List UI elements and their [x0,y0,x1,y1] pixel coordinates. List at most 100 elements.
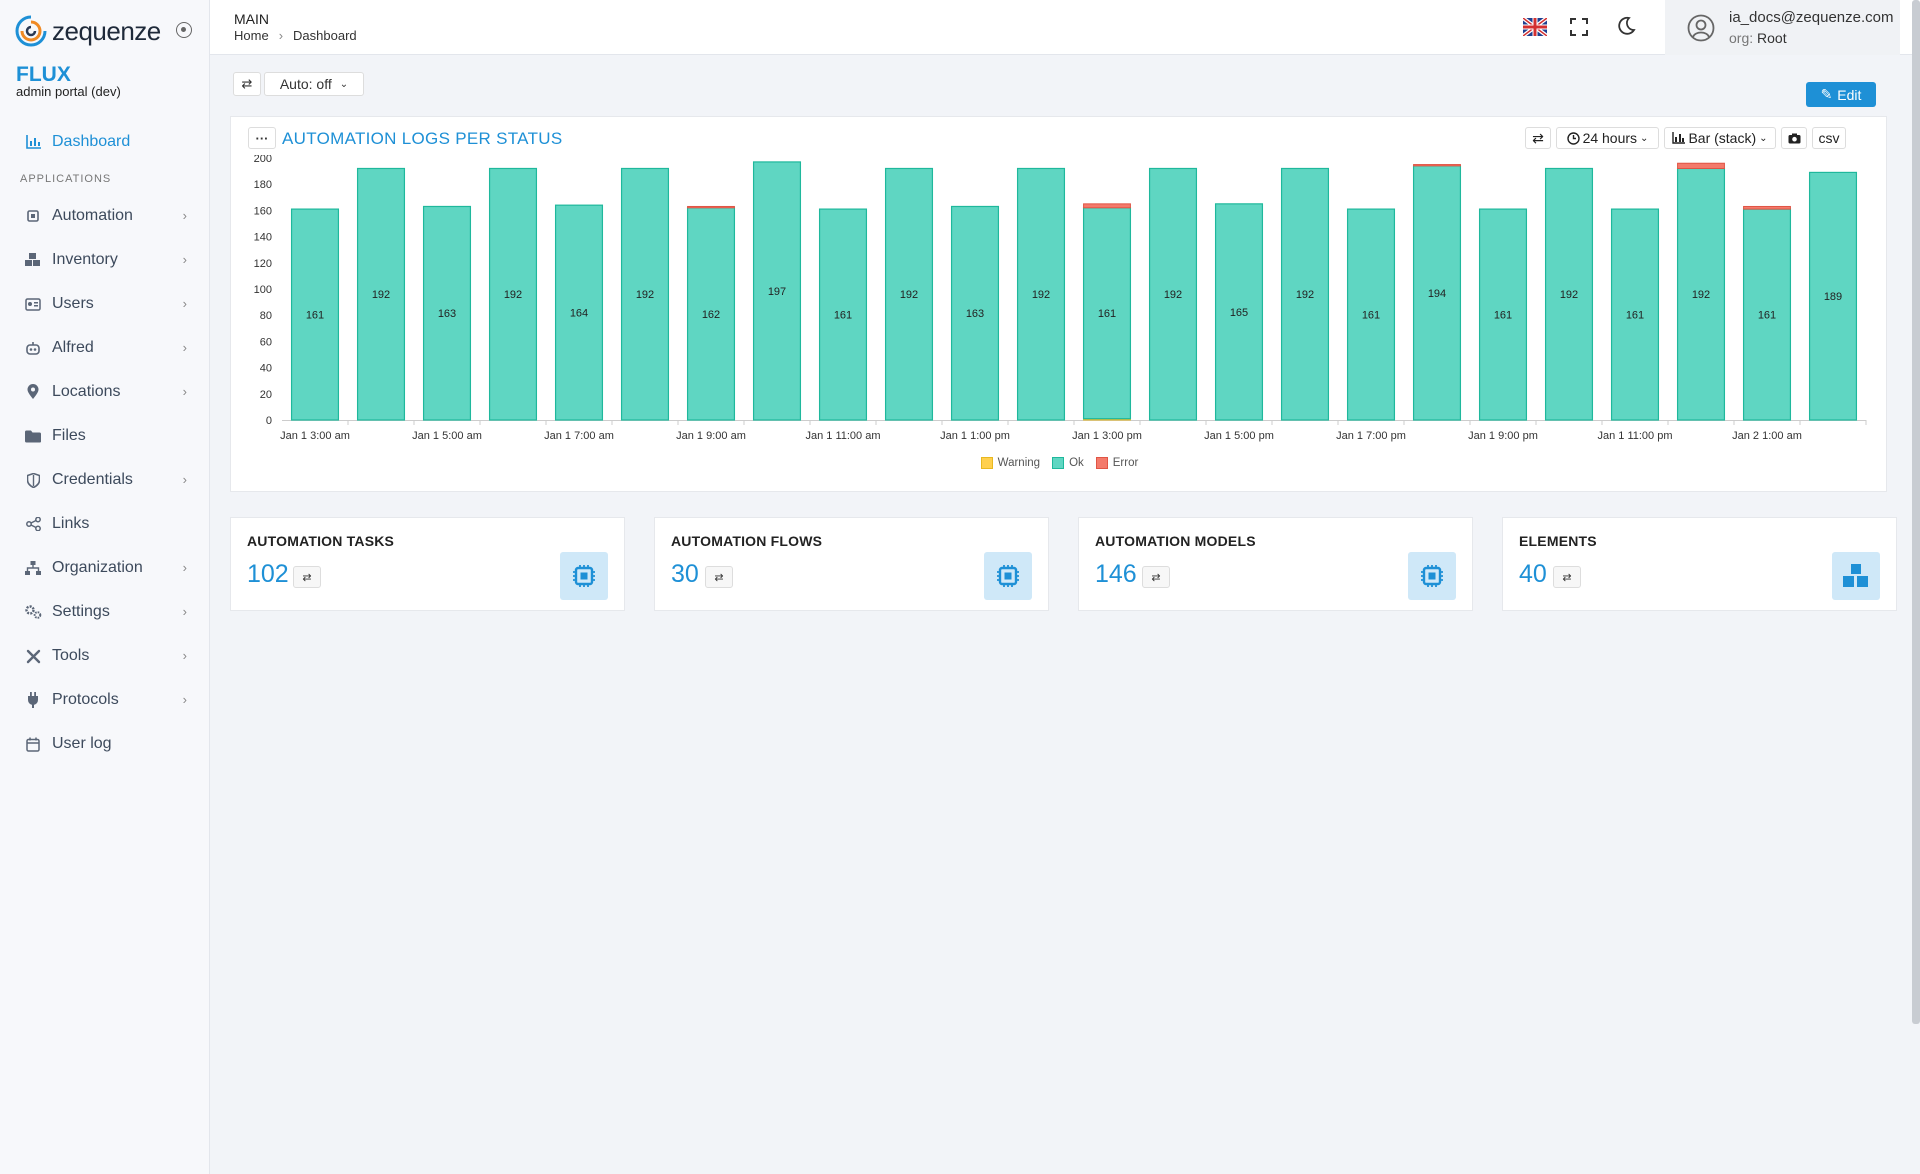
x-tick-label: Jan 1 11:00 pm [1597,430,1672,442]
refresh-icon: ⇄ [1532,129,1544,146]
sidebar-item-tools[interactable]: Tools › [0,634,209,678]
bar-ok [1742,208,1792,421]
legend-label: Warning [997,457,1041,469]
card-title: AUTOMATION FLOWS [671,533,823,549]
bar-ok [488,167,538,421]
page-scrollbar[interactable] [1912,0,1920,1024]
card-refresh-button[interactable]: ⇄ [293,566,321,588]
chart-type-label: Bar (stack) [1688,130,1757,146]
card-value: 30 [671,560,699,588]
bar-ok [1016,167,1066,421]
sidebar: zequenze FLUX admin portal (dev) Dashboa… [0,0,210,1174]
legend-item-warning[interactable]: Warning [980,457,1041,469]
user-menu[interactable]: ia_docs@zequenze.com org: Root [1665,0,1900,55]
sidebar-item-links[interactable]: Links [0,502,209,546]
bar-chart: 0 20 40 60 80 100 120 140 160 180 200 161 192 163 192 1… [254,155,1867,442]
bar-value-label: 192 [1296,289,1314,301]
bar-ok [1610,208,1660,421]
bar-value-label: 163 [438,308,456,320]
x-tick-label: Jan 1 5:00 pm [1204,430,1274,442]
panel-title: AUTOMATION LOGS PER STATUS [282,129,563,148]
bar-ok [884,167,934,421]
calendar-icon [24,735,42,753]
sidebar-item-protocols[interactable]: Protocols › [0,678,209,722]
sidebar-item-alfred[interactable]: Alfred › [0,326,209,370]
sidebar-item-dashboard[interactable]: Dashboard [0,120,209,164]
sidebar-item-users[interactable]: Users › [0,282,209,326]
sidebar-item-credentials[interactable]: Credentials › [0,458,209,502]
sidebar-item-label: Automation [52,207,133,224]
bar-ok [1082,207,1132,420]
uk-flag-icon[interactable] [1523,18,1547,36]
y-tick-label: 20 [260,389,272,401]
sidebar-item-user-log[interactable]: User log [0,722,209,766]
refresh-icon: ⇄ [1151,571,1161,584]
fullscreen-icon[interactable] [1570,18,1588,36]
chevron-right-icon: › [182,340,187,355]
panel-menu-button[interactable]: ··· [248,127,276,149]
breadcrumb: Home › Dashboard [234,28,357,43]
x-tick-label: Jan 1 9:00 am [676,430,746,442]
bar-error [1743,205,1791,210]
chart-refresh-button[interactable]: ⇄ [1525,127,1551,149]
bar-value-label: 192 [372,289,390,301]
bar-value-label: 165 [1230,307,1248,319]
bar-value-label: 192 [1032,289,1050,301]
edit-button[interactable]: ✎ Edit [1806,82,1876,107]
bar-value-label: 161 [1362,310,1380,322]
legend-item-error[interactable]: Error [1095,457,1138,469]
chart-bar-icon [1672,132,1686,144]
chart-type-dropdown[interactable]: Bar (stack) ⌄ [1664,127,1776,149]
moon-icon[interactable] [1616,16,1636,36]
sidebar-item-label: User log [52,735,112,752]
sidebar-item-settings[interactable]: Settings › [0,590,209,634]
card-value: 146 [1095,560,1137,588]
refresh-icon: ⇄ [302,571,312,584]
dashboard-refresh-button[interactable]: ⇄ [233,72,261,96]
sidebar-item-inventory[interactable]: Inventory › [0,238,209,282]
boxes-icon [24,251,42,269]
legend-item-ok[interactable]: Ok [1052,457,1084,469]
bar-value-label: 161 [1758,310,1776,322]
sidebar-item-label: Tools [52,647,90,664]
bar-value-label: 192 [1164,289,1182,301]
sidebar-item-organization[interactable]: Organization › [0,546,209,590]
logo[interactable]: zequenze [14,14,161,48]
auto-refresh-dropdown[interactable]: Auto: off ⌄ [264,72,364,96]
legend-swatch [1095,457,1108,469]
bar-ok [686,207,736,421]
card-title: AUTOMATION TASKS [247,533,395,549]
bar-value-label: 192 [504,289,522,301]
chevron-right-icon: › [182,208,187,223]
map-pin-icon [24,383,42,401]
sidebar-item-files[interactable]: Files [0,414,209,458]
card-refresh-button[interactable]: ⇄ [705,566,733,588]
card-title: ELEMENTS [1519,533,1597,549]
card-refresh-button[interactable]: ⇄ [1553,566,1581,588]
bar-ok [554,204,604,421]
chart-panel: ··· AUTOMATION LOGS PER STATUS ⇄ 24 hour… [230,116,1887,492]
time-range-dropdown[interactable]: 24 hours ⌄ [1556,127,1659,149]
sidebar-item-locations[interactable]: Locations › [0,370,209,414]
stat-card-elements: ELEMENTS 40 ⇄ [1502,517,1897,611]
breadcrumb-home[interactable]: Home [234,28,269,43]
pin-sidebar-icon[interactable] [176,22,192,38]
chevron-right-icon: › [182,252,187,267]
user-email: ia_docs@zequenze.com [1729,9,1894,26]
y-tick-label: 0 [266,415,272,427]
x-tick-label: Jan 1 3:00 pm [1072,430,1142,442]
card-refresh-button[interactable]: ⇄ [1142,566,1170,588]
csv-export-button[interactable]: csv [1812,127,1846,149]
bar-ok [1412,165,1462,421]
chevron-right-icon: › [182,560,187,575]
chevron-right-icon: › [182,692,187,707]
sidebar-item-label: Credentials [52,471,133,488]
bar-ok [1478,208,1528,421]
bar-ok [620,167,670,421]
user-org: org: Root [1729,30,1787,46]
robot-icon [24,339,42,357]
sidebar-item-automation[interactable]: Automation › [0,194,209,238]
screenshot-button[interactable] [1781,127,1807,149]
sitemap-icon [24,559,42,577]
bar-ok [1214,203,1264,421]
